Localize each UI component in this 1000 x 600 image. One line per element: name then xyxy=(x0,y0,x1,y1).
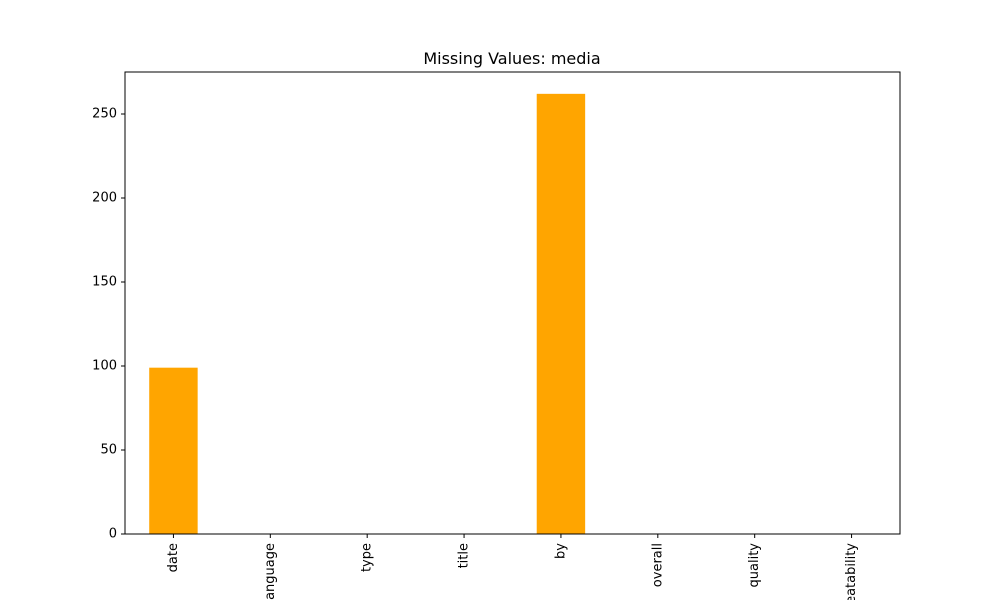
y-tick-label: 100 xyxy=(92,359,117,374)
x-tick-label: title xyxy=(457,543,472,568)
bar-date xyxy=(149,367,198,534)
chart-title: Missing Values: media xyxy=(423,49,600,68)
x-tick-label: repeatability xyxy=(844,543,859,600)
x-tick-label: language xyxy=(263,543,278,600)
x-tick-label: by xyxy=(553,543,568,559)
x-tick-label: overall xyxy=(650,543,665,587)
y-tick-label: 150 xyxy=(92,275,117,290)
bar-by xyxy=(536,93,586,534)
x-tick-label: type xyxy=(360,543,375,572)
y-tick-label: 200 xyxy=(92,191,117,206)
y-tick-label: 50 xyxy=(100,443,117,458)
x-tick-label: quality xyxy=(747,543,762,588)
x-tick-label: date xyxy=(166,543,181,572)
y-tick-label: 250 xyxy=(92,107,117,122)
axes-frame xyxy=(124,71,901,535)
plot-area: date language type title by overall quality rep… xyxy=(92,93,859,600)
y-tick-label: 0 xyxy=(109,527,117,542)
